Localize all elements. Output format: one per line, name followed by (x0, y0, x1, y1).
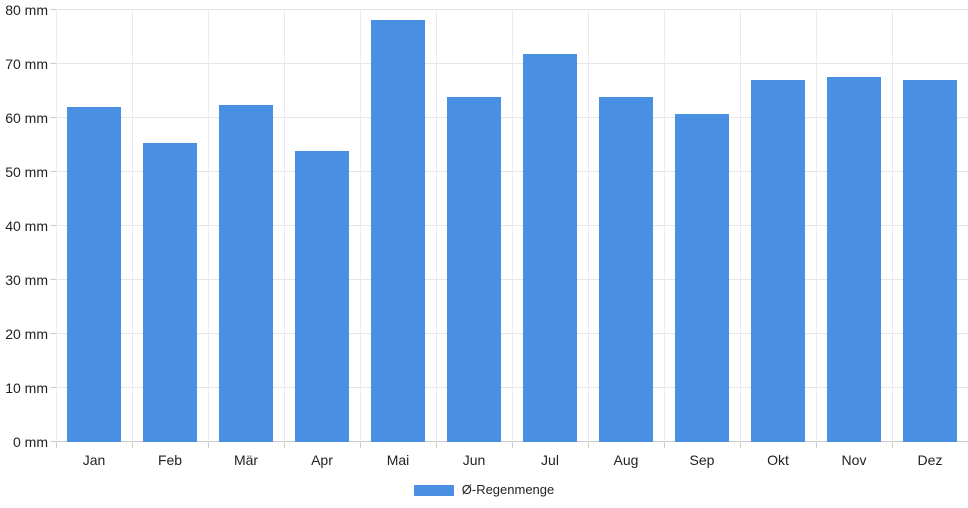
legend[interactable]: Ø-Regenmenge (0, 480, 968, 500)
x-axis-label: Nov (841, 452, 867, 468)
legend-swatch (413, 484, 454, 496)
chart-bar[interactable] (447, 97, 501, 442)
chart-bar[interactable] (903, 79, 957, 442)
x-axis-tick (132, 442, 133, 448)
chart-bar[interactable] (219, 105, 273, 442)
chart-bar[interactable] (523, 54, 577, 442)
gridline-vertical (436, 10, 437, 442)
x-axis-label: Sep (689, 452, 715, 468)
x-axis-tick (588, 442, 589, 448)
x-axis-tick (892, 442, 893, 448)
chart-bar[interactable] (143, 143, 197, 442)
legend-label: Ø-Regenmenge (461, 482, 555, 497)
y-axis-tick (50, 441, 56, 442)
gridline-vertical (892, 10, 893, 442)
x-axis-tick (436, 442, 437, 448)
chart-bar[interactable] (67, 107, 121, 442)
x-axis-tick (512, 442, 513, 448)
plot-area (50, 9, 968, 448)
x-axis-tick (664, 442, 665, 448)
y-axis-tick (50, 279, 56, 280)
gridline-horizontal (56, 9, 968, 10)
x-axis-tick (56, 442, 57, 448)
y-axis-label: 0 mm (13, 434, 48, 450)
y-axis-tick (50, 117, 56, 118)
gridline-vertical (56, 10, 57, 442)
gridline-vertical (360, 10, 361, 442)
x-axis-label: Feb (157, 452, 183, 468)
y-axis-label: 40 mm (5, 218, 48, 234)
y-axis-tick (50, 63, 56, 64)
x-axis-tick (740, 442, 741, 448)
x-axis-tick (360, 442, 361, 448)
chart-bar[interactable] (599, 96, 653, 442)
gridline-vertical (208, 10, 209, 442)
y-axis-label: 80 mm (5, 2, 48, 18)
y-axis-label: 70 mm (5, 56, 48, 72)
y-axis-label: 30 mm (5, 272, 48, 288)
x-axis-label: Okt (767, 452, 789, 468)
y-axis-tick (50, 171, 56, 172)
chart-bar[interactable] (827, 76, 881, 442)
gridline-vertical (588, 10, 589, 442)
x-axis-label: Dez (917, 452, 943, 468)
y-axis-tick (50, 9, 56, 10)
gridline-vertical (740, 10, 741, 442)
gridline-vertical (132, 10, 133, 442)
chart-bar[interactable] (295, 151, 349, 442)
x-axis-label: Aug (613, 452, 639, 468)
gridline-vertical (816, 10, 817, 442)
y-axis-label: 20 mm (5, 326, 48, 342)
x-axis-tick (816, 442, 817, 448)
y-axis-tick (50, 387, 56, 388)
x-axis-label: Mai (386, 452, 410, 468)
y-axis-label: 60 mm (5, 110, 48, 126)
gridline-vertical (284, 10, 285, 442)
x-axis-label: Jan (82, 452, 106, 468)
x-axis-label: Mär (233, 452, 259, 468)
y-axis-label: 50 mm (5, 164, 48, 180)
x-axis-label: Apr (311, 452, 333, 468)
y-axis-tick (50, 333, 56, 334)
gridline-vertical (512, 10, 513, 442)
chart-bar[interactable] (371, 19, 425, 442)
chart-bar[interactable] (751, 79, 805, 442)
x-axis-tick (208, 442, 209, 448)
gridline-vertical (664, 10, 665, 442)
x-axis-label: Jul (541, 452, 559, 468)
y-axis-tick (50, 225, 56, 226)
chart-bar[interactable] (675, 113, 729, 442)
y-axis-label: 10 mm (5, 380, 48, 396)
x-axis-label: Jun (462, 452, 486, 468)
x-axis-tick (284, 442, 285, 448)
